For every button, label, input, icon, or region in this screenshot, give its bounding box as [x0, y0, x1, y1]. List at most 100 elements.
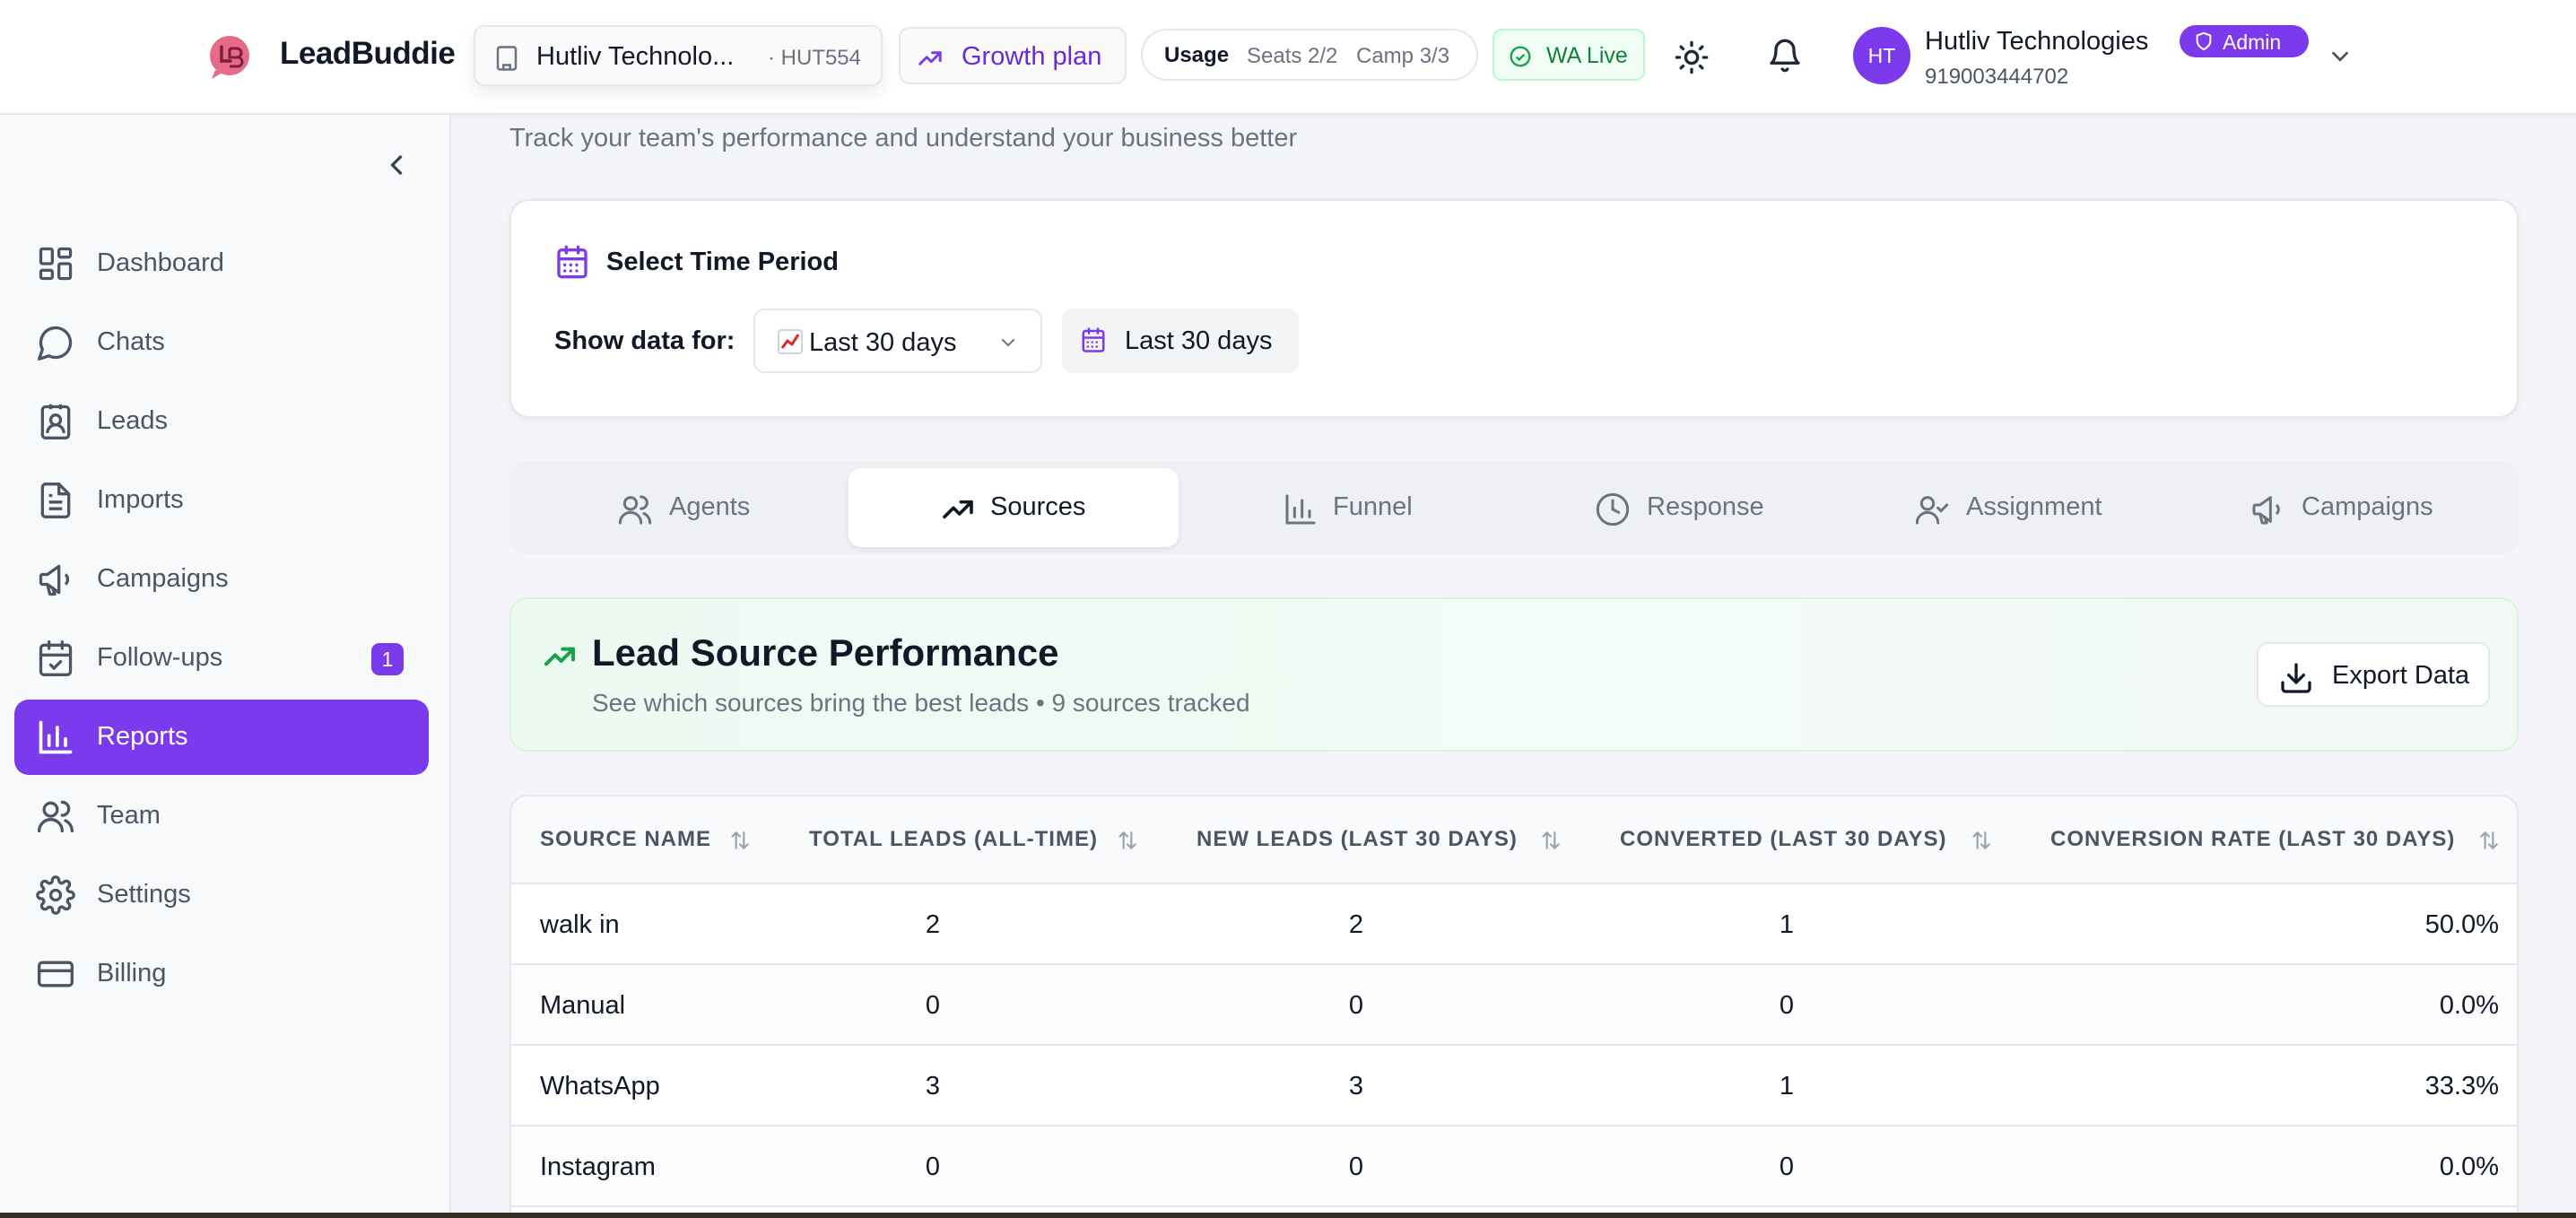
sidebar-item-imports[interactable]: Imports: [14, 463, 429, 538]
sidebar-item-label: Follow-ups: [97, 643, 223, 672]
period-select-dropdown[interactable]: Last 30 days: [753, 309, 1042, 373]
tab-funnel[interactable]: Funnel: [1180, 468, 1510, 547]
theme-toggle-sun-icon[interactable]: [1674, 39, 1710, 75]
cell-source-name: Manual: [540, 991, 626, 1020]
sidebar-item-label: Chats: [97, 327, 165, 356]
sort-arrows-icon[interactable]: [1116, 829, 1139, 852]
cell-total-leads: 0: [925, 1153, 940, 1181]
cell-converted: 1: [1779, 910, 1794, 939]
sidebar-item-campaigns[interactable]: Campaigns: [14, 542, 429, 617]
notifications-bell-icon[interactable]: [1767, 38, 1803, 74]
sidebar: Dashboard Chats Leads Imports Campaigns: [0, 115, 451, 1218]
sort-arrows-icon[interactable]: [2477, 829, 2501, 852]
column-header-conversion-rate[interactable]: CONVERSION RATE (LAST 30 DAYS): [2050, 827, 2456, 851]
sidebar-item-reports[interactable]: Reports: [14, 700, 429, 775]
cell-new-leads: 3: [1348, 1072, 1363, 1101]
sidebar-item-label: Campaigns: [97, 564, 229, 593]
chevron-down-icon: [1002, 339, 1014, 347]
tab-label: Response: [1647, 492, 1764, 521]
sidebar-item-billing[interactable]: Billing: [14, 936, 429, 1012]
table-row[interactable]: walk in 2 2 1 50.0%: [511, 884, 2517, 965]
cell-source-name: Instagram: [540, 1153, 656, 1181]
tab-label: Funnel: [1333, 492, 1413, 521]
trending-up-icon: [544, 647, 575, 666]
column-header-new-leads[interactable]: NEW LEADS (LAST 30 DAYS): [1197, 827, 1518, 851]
whatsapp-status-badge[interactable]: WA Live: [1493, 29, 1645, 81]
dashboard-grid-icon: [39, 247, 73, 281]
cell-converted: 0: [1779, 1153, 1794, 1181]
cell-converted: 0: [1779, 991, 1794, 1020]
sidebar-item-settings[interactable]: Settings: [14, 857, 429, 933]
cell-conversion-rate: 50.0%: [2424, 910, 2499, 939]
sidebar-item-team[interactable]: Team: [14, 779, 429, 854]
chart-emoji-icon: [778, 329, 803, 354]
check-circle-icon: [1510, 46, 1531, 67]
cell-new-leads: 2: [1348, 910, 1363, 939]
user-avatar[interactable]: HT: [1853, 27, 1910, 84]
cell-source-name: WhatsApp: [540, 1072, 660, 1101]
tab-label: Agents: [669, 492, 751, 521]
cell-total-leads: 0: [925, 991, 940, 1020]
org-code: · HUT554: [767, 46, 861, 70]
table-row[interactable]: WhatsApp 3 3 1 33.3%: [511, 1046, 2517, 1127]
collapse-sidebar-chevron-left-icon[interactable]: [380, 149, 413, 181]
role-badge: Admin: [2180, 25, 2309, 57]
trending-up-icon: [943, 500, 973, 519]
trending-up-icon: [918, 51, 942, 65]
shield-icon: [2196, 31, 2212, 51]
chat-bubble-icon: [38, 326, 73, 361]
document-icon: [40, 483, 71, 518]
organization-switcher[interactable]: Hutliv Technolo... · HUT554: [474, 25, 883, 86]
lead-source-performance-header: Lead Source Performance See which source…: [509, 597, 2519, 752]
plan-button[interactable]: Growth plan: [899, 27, 1127, 84]
cell-converted: 1: [1779, 1072, 1794, 1101]
tab-agents[interactable]: Agents: [517, 468, 847, 547]
tab-campaigns[interactable]: Campaigns: [2176, 468, 2506, 547]
sort-arrows-icon[interactable]: [728, 829, 752, 852]
section-subtitle: See which sources bring the best leads •…: [592, 689, 1250, 717]
logo-text[interactable]: LeadBuddie: [280, 36, 456, 71]
user-name[interactable]: Hutliv Technologies: [1925, 27, 2149, 56]
sidebar-item-leads[interactable]: Leads: [14, 384, 429, 459]
column-header-total-leads[interactable]: TOTAL LEADS (ALL-TIME): [809, 827, 1098, 851]
cell-new-leads: 0: [1348, 991, 1363, 1020]
user-phone: 919003444702: [1925, 65, 2069, 89]
sort-arrows-icon[interactable]: [1539, 829, 1562, 852]
sidebar-item-label: Dashboard: [97, 248, 224, 277]
export-data-label: Export Data: [2332, 661, 2470, 690]
sidebar-item-chats[interactable]: Chats: [14, 305, 429, 380]
tab-sources[interactable]: Sources: [849, 468, 1179, 547]
time-period-card: Select Time Period Show data for: Last 3…: [509, 199, 2519, 418]
users-icon: [38, 800, 74, 833]
tab-label: Campaigns: [2302, 492, 2433, 521]
plan-label: Growth plan: [962, 42, 1102, 71]
building-icon: [496, 46, 518, 71]
chevron-down-icon[interactable]: [2327, 43, 2354, 70]
top-header: LeadBuddie Hutliv Technolo... · HUT554 G…: [0, 0, 2576, 115]
sidebar-item-label: Settings: [97, 880, 191, 909]
tab-assignment[interactable]: Assignment: [1844, 468, 2174, 547]
sort-arrows-icon[interactable]: [1970, 829, 1993, 852]
sidebar-item-follow-ups[interactable]: Follow-ups 1: [14, 621, 429, 696]
column-header-converted[interactable]: CONVERTED (LAST 30 DAYS): [1620, 827, 1947, 851]
gear-icon: [36, 875, 75, 915]
date-range-value: Last 30 days: [1125, 326, 1273, 355]
date-range-chip[interactable]: Last 30 days: [1062, 309, 1299, 373]
table-row[interactable]: Instagram 0 0 0 0.0%: [511, 1127, 2517, 1207]
sidebar-item-label: Imports: [97, 485, 184, 514]
download-icon: [2281, 663, 2311, 693]
table-row[interactable]: Manual 0 0 0 0.0%: [511, 965, 2517, 1046]
sources-table: SOURCE NAME TOTAL LEADS (ALL-TIME) NEW L…: [509, 795, 2519, 1218]
export-data-button[interactable]: Export Data: [2257, 642, 2490, 707]
calendar-check-icon: [39, 640, 73, 676]
usage-indicator[interactable]: Usage Seats 2/2 Camp 3/3: [1141, 29, 1478, 81]
table-header-row: SOURCE NAME TOTAL LEADS (ALL-TIME) NEW L…: [511, 796, 2517, 884]
tab-response[interactable]: Response: [1512, 468, 1842, 547]
leadbuddie-logo-icon[interactable]: [203, 30, 257, 84]
sidebar-item-dashboard[interactable]: Dashboard: [14, 226, 429, 301]
whatsapp-status-text: WA Live: [1546, 43, 1628, 68]
cell-total-leads: 2: [925, 910, 940, 939]
column-header-source-name[interactable]: SOURCE NAME: [540, 827, 712, 851]
period-select-value: Last 30 days: [809, 328, 957, 357]
